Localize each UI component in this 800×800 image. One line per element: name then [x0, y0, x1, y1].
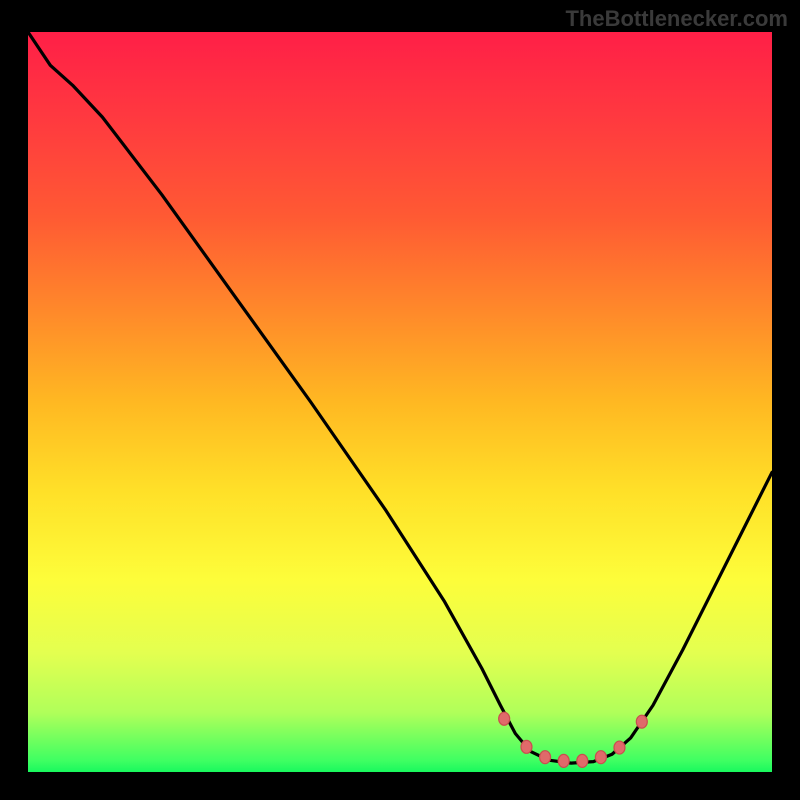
- valley-marker: [558, 754, 569, 767]
- valley-marker: [540, 751, 551, 764]
- gradient-background: [28, 32, 772, 772]
- frame-border-left: [0, 0, 28, 800]
- valley-marker: [499, 712, 510, 725]
- valley-marker: [614, 741, 625, 754]
- valley-marker: [595, 751, 606, 764]
- valley-marker: [521, 740, 532, 753]
- valley-marker: [577, 754, 588, 767]
- plot-area: [28, 32, 772, 772]
- frame-border-right: [772, 0, 800, 800]
- valley-marker: [636, 715, 647, 728]
- attribution-text: TheBottlenecker.com: [565, 6, 788, 32]
- frame-border-bottom: [0, 772, 800, 800]
- plot-svg: [28, 32, 772, 772]
